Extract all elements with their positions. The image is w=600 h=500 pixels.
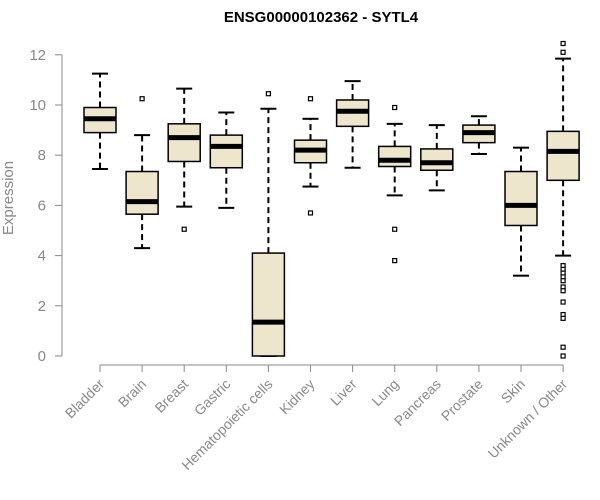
outlier-point — [392, 104, 398, 111]
y-axis-title: Expression — [0, 161, 17, 235]
outlier-point — [560, 278, 566, 284]
y-tick-label: 10 — [29, 97, 46, 114]
outlier-point — [560, 344, 566, 350]
box-group — [504, 146, 538, 277]
outlier-point — [560, 288, 566, 294]
x-tick-label: Lung — [368, 376, 401, 409]
x-tick-label: Pancreas — [391, 376, 444, 429]
outlier-point — [392, 258, 398, 264]
box-group — [251, 91, 286, 357]
iqr-box — [546, 130, 580, 182]
x-tick-label: Prostate — [438, 376, 486, 424]
x-tick-label: Brain — [115, 376, 149, 410]
box-group — [83, 72, 117, 171]
box-group — [420, 124, 454, 192]
x-tick-label: Breast — [151, 376, 191, 416]
iqr-box — [167, 123, 201, 163]
outlier-point — [139, 96, 145, 102]
outlier-point — [265, 91, 271, 97]
box-group — [209, 111, 244, 209]
y-tick-label: 8 — [38, 147, 46, 164]
iqr-box — [209, 134, 244, 169]
x-tick-label: Kidney — [276, 376, 318, 418]
box-group — [335, 80, 370, 169]
y-tick-label: 4 — [38, 248, 46, 265]
chart-title: ENSG00000102362 - SYTL4 — [224, 9, 419, 26]
y-tick-label: 2 — [38, 298, 46, 315]
box-group — [546, 40, 580, 359]
x-tick-label: Liver — [327, 376, 360, 409]
outlier-point — [560, 353, 566, 359]
iqr-box — [251, 252, 286, 357]
outlier-point — [307, 210, 314, 216]
boxes-layer — [83, 40, 580, 359]
box-group — [167, 87, 201, 232]
y-tick-label: 0 — [38, 348, 46, 365]
outlier-point — [560, 49, 566, 55]
y-tick-label: 6 — [38, 197, 46, 214]
iqr-box — [377, 145, 412, 168]
y-tick-label: 12 — [29, 47, 46, 64]
x-tick-label: Skin — [498, 376, 529, 407]
box-group — [462, 115, 496, 155]
outlier-point — [181, 226, 187, 232]
outlier-point — [560, 315, 566, 321]
x-tick-label: Unknown / Other — [485, 376, 571, 462]
iqr-box — [420, 148, 454, 172]
outlier-point — [560, 40, 566, 47]
box-group — [377, 104, 412, 264]
iqr-box — [125, 170, 159, 215]
outlier-point — [392, 226, 398, 232]
box-group — [125, 96, 159, 250]
y-axis: 0 2 4 6 8 10 12 — [29, 47, 63, 365]
iqr-box — [504, 170, 538, 227]
outlier-point — [560, 299, 566, 305]
box-group — [293, 96, 328, 216]
x-tick-label: Bladder — [62, 376, 108, 422]
outlier-point — [307, 96, 314, 102]
